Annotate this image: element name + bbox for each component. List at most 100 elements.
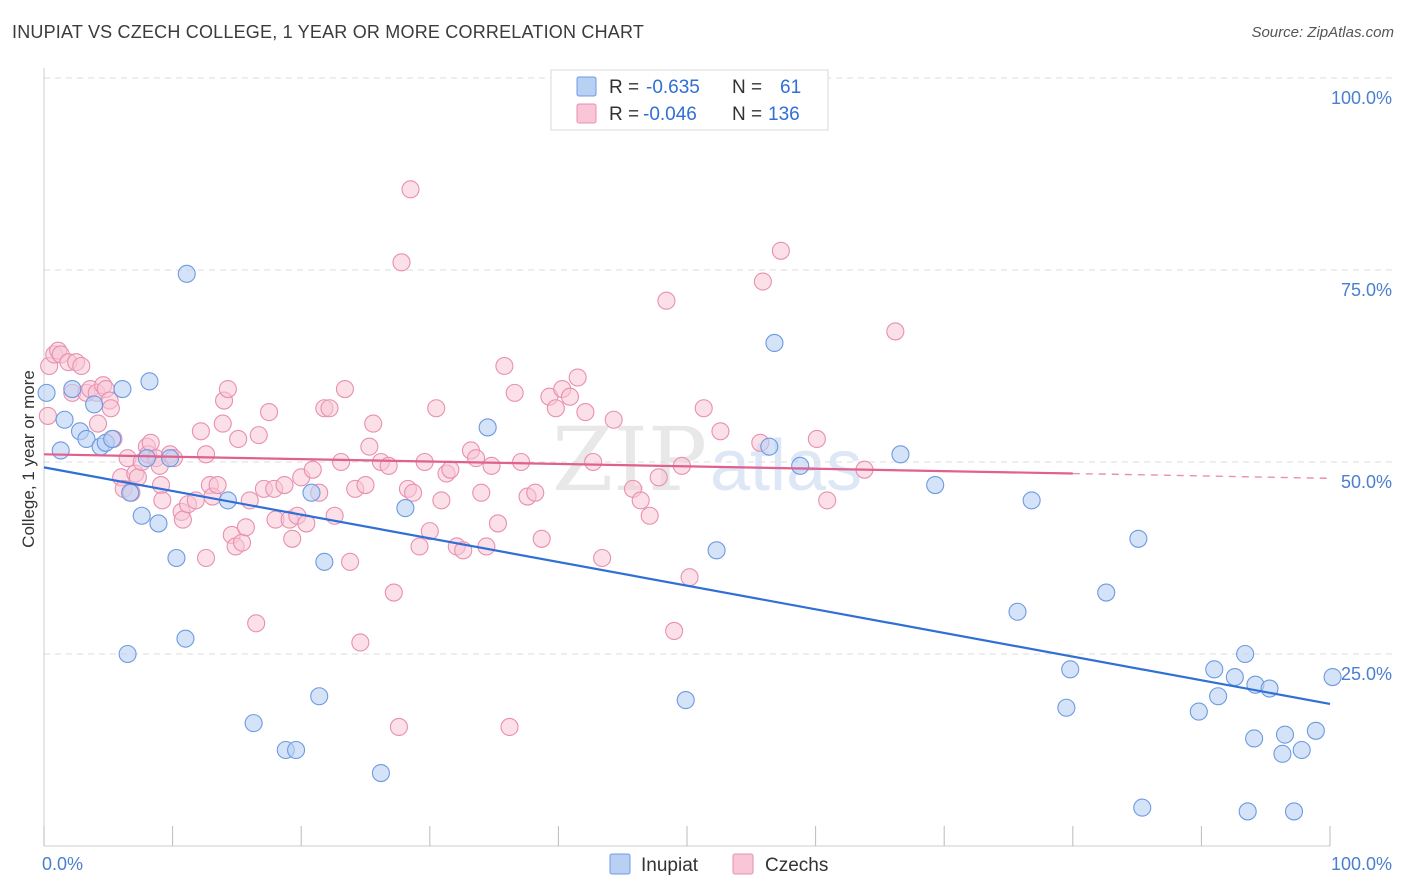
y-axis-title: College, 1 year or more: [19, 370, 38, 548]
inupiat-point: [118, 644, 137, 664]
inupiat-point: [1238, 802, 1257, 821]
czech-point: [886, 322, 905, 341]
inupiat-point: [244, 714, 263, 733]
inupiat-point: [51, 441, 70, 460]
czech-point: [472, 483, 491, 502]
legend-swatch-czechs: [576, 103, 597, 124]
inupiat-point: [77, 429, 96, 449]
x-tick-label: 0.0%: [42, 854, 83, 874]
inupiat-point: [137, 449, 156, 468]
czech-point: [694, 399, 713, 418]
inupiat-point: [1129, 529, 1148, 548]
inupiat-point: [1205, 660, 1224, 679]
czech-point: [196, 445, 216, 464]
y-tick-label: 25.0%: [1341, 664, 1392, 684]
inupiat-point: [1225, 667, 1244, 687]
inupiat-point: [176, 629, 195, 648]
czech-point: [392, 253, 411, 272]
inupiat-point: [177, 264, 196, 283]
czech-point: [505, 383, 524, 402]
legend-n-label: N =: [732, 77, 762, 98]
x-tick-label: 100.0%: [1331, 854, 1392, 874]
czech-point: [568, 368, 587, 387]
czech-point: [364, 414, 383, 433]
inupiat-point: [287, 740, 306, 760]
inupiat-point: [1306, 721, 1325, 740]
czech-point: [477, 537, 496, 556]
inupiat-point: [1275, 725, 1295, 744]
source-label: Source: ZipAtlas.com: [1251, 24, 1394, 41]
inupiat-point: [55, 410, 74, 429]
czech-point: [546, 399, 565, 418]
inupiat-point: [1284, 802, 1304, 821]
czech-point: [526, 483, 545, 502]
czech-point: [593, 548, 612, 568]
czech-point: [384, 583, 403, 602]
czech-trend-extension: [1072, 472, 1331, 480]
czech-point: [665, 621, 684, 641]
czech-point: [101, 399, 120, 418]
inupiat-point: [1292, 740, 1311, 760]
inupiat-point: [1236, 644, 1255, 664]
legend-swatch-inupiat: [576, 76, 597, 97]
inupiat-point: [167, 548, 186, 568]
gridlines: [44, 77, 1392, 655]
czech-point: [236, 518, 255, 537]
czech-point: [427, 399, 446, 418]
czech-point: [500, 717, 519, 737]
czech-point: [432, 491, 451, 510]
inupiat-trend-line: [43, 466, 1331, 706]
czech-trend-line: [43, 453, 1073, 475]
czech-point: [771, 241, 790, 260]
czech-point: [818, 491, 837, 510]
legend-label-czechs: Czechs: [765, 855, 828, 876]
czech-point: [38, 406, 57, 425]
czech-point: [341, 552, 360, 571]
inupiat-point: [760, 437, 779, 456]
inupiat-point: [371, 763, 390, 783]
inupiat-point: [1022, 491, 1041, 510]
czech-point: [532, 529, 551, 548]
inupiat-point: [926, 475, 945, 495]
legend-r-label: R =: [609, 77, 639, 98]
czech-point: [283, 529, 302, 548]
legend-n-value: 136: [768, 104, 800, 125]
czech-point: [584, 452, 603, 472]
inupiat-point: [1061, 660, 1080, 679]
inupiat-point: [1323, 667, 1342, 687]
czech-point: [259, 403, 279, 422]
watermark-atlas: atlas: [710, 426, 862, 506]
czech-point: [356, 475, 375, 495]
legend-swatch-inupiat: [609, 853, 631, 875]
inupiat-point: [1008, 602, 1027, 621]
inupiat-point: [315, 552, 334, 571]
legend-swatch-czechs: [732, 853, 754, 875]
czech-point: [404, 483, 423, 502]
czech-point: [389, 717, 408, 737]
czech-point: [512, 452, 531, 472]
inupiat-point: [707, 541, 726, 560]
czech-point: [467, 449, 486, 468]
czech-point: [208, 475, 227, 495]
czech-point: [410, 537, 429, 556]
y-tick-label: 100.0%: [1331, 88, 1392, 108]
czech-point: [488, 514, 508, 533]
inupiat-point: [149, 514, 168, 533]
y-tick-label: 50.0%: [1341, 472, 1392, 492]
inupiat-point: [160, 449, 180, 468]
czech-point: [360, 437, 379, 456]
inupiat-point: [113, 379, 132, 399]
czech-point: [753, 272, 772, 291]
czech-point: [657, 291, 676, 310]
inupiat-point: [302, 483, 321, 502]
czech-point: [420, 522, 439, 541]
czech-point: [335, 379, 354, 399]
inupiat-point: [1097, 583, 1116, 602]
inupiat-point: [1133, 798, 1152, 817]
czech-point: [640, 506, 659, 525]
czech-point: [649, 468, 668, 487]
legend-series: Inupiat Czechs: [609, 853, 828, 876]
inupiat-point: [37, 383, 56, 402]
czech-point: [88, 414, 108, 433]
czech-point: [320, 399, 339, 418]
